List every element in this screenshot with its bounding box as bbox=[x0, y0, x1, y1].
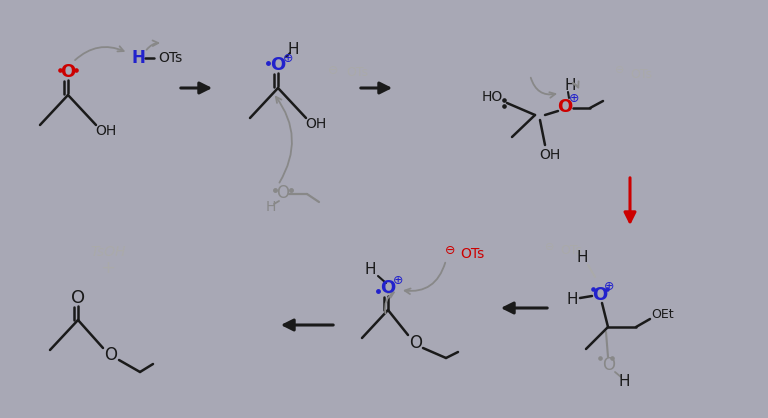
Text: OTs: OTs bbox=[560, 245, 582, 257]
Text: OTs: OTs bbox=[460, 247, 485, 261]
Text: ⊖: ⊖ bbox=[445, 244, 455, 257]
Text: O: O bbox=[592, 286, 607, 304]
Text: ⊕: ⊕ bbox=[392, 273, 403, 286]
Text: OTs: OTs bbox=[346, 66, 368, 79]
Text: H: H bbox=[287, 43, 299, 58]
Text: HO: HO bbox=[482, 90, 502, 104]
Text: H: H bbox=[618, 375, 630, 390]
Text: ⊕: ⊕ bbox=[569, 92, 579, 105]
Text: O: O bbox=[276, 184, 290, 202]
Text: OTs: OTs bbox=[158, 51, 182, 65]
Text: O: O bbox=[270, 56, 286, 74]
Text: H: H bbox=[131, 49, 145, 67]
Text: O: O bbox=[61, 63, 75, 81]
Text: OH: OH bbox=[306, 117, 326, 131]
Text: O: O bbox=[380, 279, 396, 297]
Text: O: O bbox=[603, 356, 615, 374]
Text: ⊖: ⊖ bbox=[615, 65, 624, 75]
Text: H: H bbox=[576, 250, 588, 265]
Text: ⊕: ⊕ bbox=[283, 51, 293, 64]
Text: O: O bbox=[558, 98, 573, 116]
Text: ⊕: ⊕ bbox=[604, 280, 614, 293]
Text: OTs: OTs bbox=[630, 67, 652, 81]
Text: OH: OH bbox=[539, 148, 561, 162]
Text: ⊖: ⊖ bbox=[328, 64, 338, 76]
Text: O: O bbox=[409, 334, 422, 352]
Text: ⊖: ⊖ bbox=[545, 242, 554, 252]
Text: OEt: OEt bbox=[652, 308, 674, 321]
Text: O: O bbox=[71, 289, 85, 307]
Text: H: H bbox=[364, 263, 376, 278]
Text: OH: OH bbox=[95, 124, 117, 138]
Text: H: H bbox=[266, 200, 276, 214]
Text: H: H bbox=[566, 293, 578, 308]
Text: TsOH: TsOH bbox=[91, 245, 126, 259]
Text: +: + bbox=[101, 259, 115, 277]
Text: H: H bbox=[564, 77, 576, 92]
Text: O: O bbox=[104, 346, 118, 364]
